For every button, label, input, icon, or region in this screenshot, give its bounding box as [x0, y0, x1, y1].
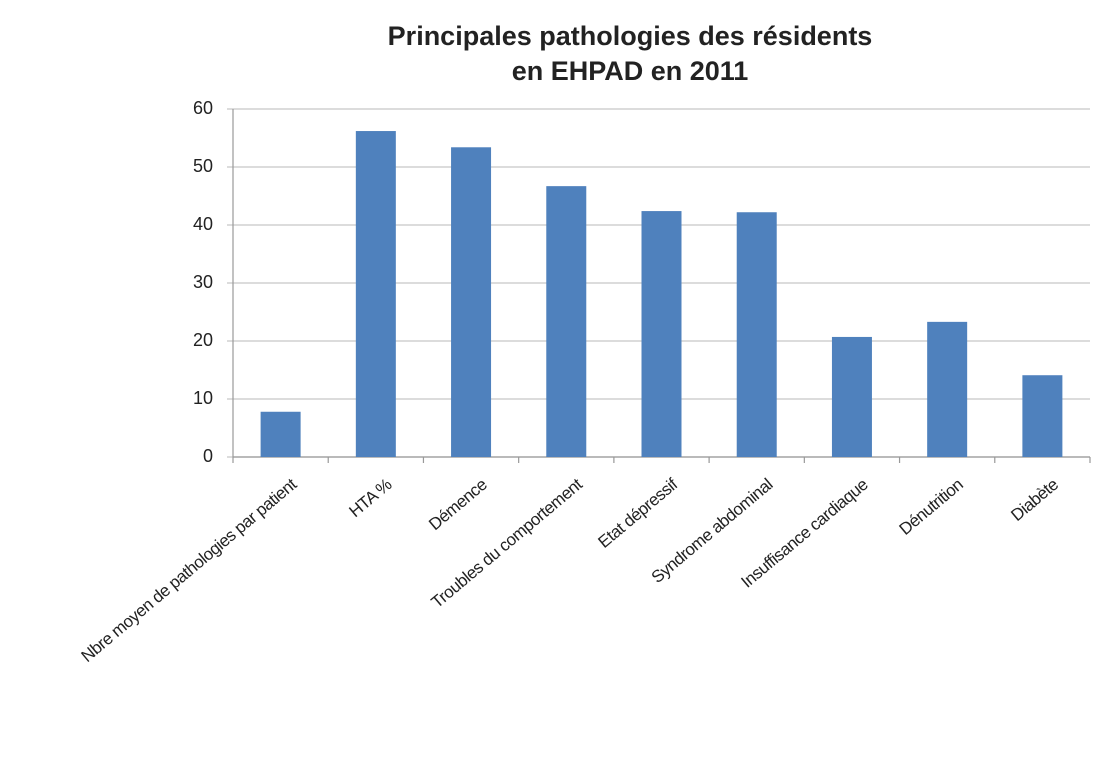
chart-title: en EHPAD en 2011 [512, 56, 749, 86]
bar [260, 411, 301, 457]
x-tick-label: HTA % [345, 475, 395, 521]
bar [546, 186, 587, 457]
x-tick-label: Nbre moyen de pathologies par patient [78, 474, 301, 665]
y-tick-label: 40 [193, 214, 213, 234]
bar [831, 336, 872, 457]
bar [355, 131, 396, 458]
y-tick-label: 20 [193, 330, 213, 350]
y-tick-label: 50 [193, 156, 213, 176]
bar [641, 211, 682, 457]
bar [1022, 375, 1063, 457]
bar [927, 321, 968, 457]
x-tick-label: Démence [425, 475, 490, 534]
y-tick-label: 60 [193, 98, 213, 118]
x-tick-label: Dénutrition [896, 475, 967, 539]
chart-title: Principales pathologies des résidents [388, 21, 873, 51]
x-tick-label: Troubles du comportement [428, 474, 587, 612]
y-tick-label: 10 [193, 388, 213, 408]
y-tick-label: 0 [203, 446, 213, 466]
y-tick-label: 30 [193, 272, 213, 292]
x-tick-label: Diabète [1007, 475, 1061, 525]
bar [736, 212, 777, 457]
bar [451, 147, 492, 457]
x-tick-label: Etat dépressif [594, 474, 681, 551]
